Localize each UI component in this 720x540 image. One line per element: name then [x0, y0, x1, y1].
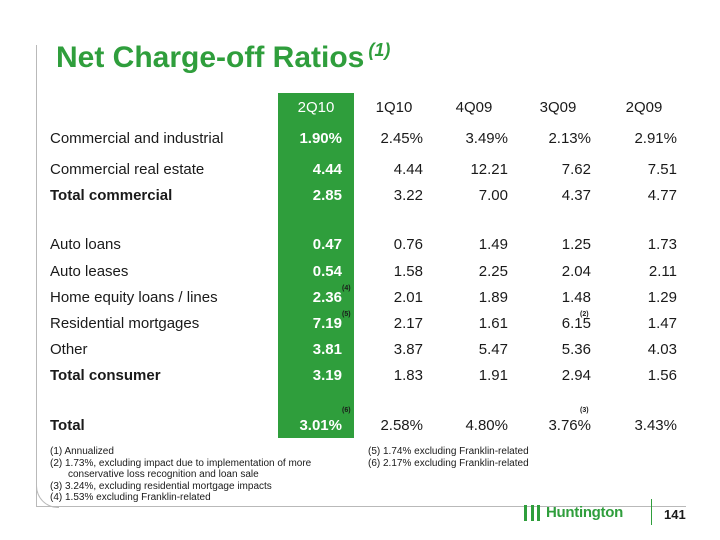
footnote: (4) 1.53% excluding Franklin-related [50, 492, 211, 503]
footnote: conservative loss recognition and loan s… [68, 469, 259, 480]
table-cell: 2.36 [312, 289, 342, 306]
row-label: Auto leases [50, 263, 129, 280]
table-cell: 7.00 [478, 187, 508, 204]
table-cell: 3.01% [299, 417, 342, 434]
column-header: 2Q09 [625, 99, 663, 116]
table-cell: 4.37 [561, 187, 591, 204]
logo-divider [651, 499, 652, 525]
table-cell: 3.49% [465, 130, 508, 147]
column-header: 1Q10 [375, 99, 413, 116]
table-cell: 1.29 [647, 289, 677, 306]
table-cell: 1.49 [478, 236, 508, 253]
table-cell: 3.76% [548, 417, 591, 434]
table-cell: 1.58 [393, 263, 423, 280]
row-label: Other [50, 341, 88, 358]
row-label: Commercial and industrial [50, 130, 224, 147]
table-cell: 4.77 [647, 187, 677, 204]
table-cell: 0.54 [312, 263, 342, 280]
page-title-text: Net Charge-off Ratios [56, 41, 365, 74]
footnote-marker: (3) [580, 407, 589, 414]
table-cell: 1.61 [478, 315, 508, 332]
title-footnote-ref: (1) [368, 40, 391, 60]
table-cell: 2.13% [548, 130, 591, 147]
row-label: Home equity loans / lines [50, 289, 218, 306]
footnote-marker: (4) [342, 285, 351, 292]
footnote: (5) 1.74% excluding Franklin-related [368, 446, 529, 457]
footnote: (3) 3.24%, excluding residential mortgag… [50, 480, 272, 492]
column-header: 4Q09 [455, 99, 493, 116]
highlight-column [278, 93, 354, 438]
table-cell: 1.91 [478, 367, 508, 384]
table-cell: 2.45% [380, 130, 423, 147]
row-label: Total [50, 417, 85, 434]
table-cell: 2.01 [393, 289, 423, 306]
table-cell: 7.19 [312, 315, 342, 332]
table-cell: 1.89 [478, 289, 508, 306]
footnote-marker: (5) [342, 311, 351, 318]
column-header: 3Q09 [539, 99, 577, 116]
table-cell: 4.44 [312, 161, 342, 178]
row-label: Residential mortgages [50, 315, 200, 332]
column-header: 2Q10 [297, 99, 335, 116]
footnotes-right: (5) 1.74% excluding Franklin-related (6)… [368, 446, 529, 469]
table-cell: 1.83 [393, 367, 423, 384]
table-cell: 2.25 [478, 263, 508, 280]
row-label: Total consumer [50, 367, 161, 384]
row-label: Total commercial [50, 187, 173, 204]
frame-line [36, 45, 37, 507]
table-cell: 1.47 [647, 315, 677, 332]
table-cell: 1.90% [299, 130, 342, 147]
brand-name: Huntington [546, 504, 623, 521]
row-label: Auto loans [50, 236, 121, 253]
table-cell: 3.43% [634, 417, 677, 434]
table-cell: 12.21 [470, 161, 508, 178]
table-cell: 2.91% [634, 130, 677, 147]
footnote: (2) 1.73%, excluding impact due to imple… [50, 457, 312, 469]
table-cell: 6.15 [561, 315, 591, 332]
table-cell: 4.03 [647, 341, 677, 358]
table-cell: 0.76 [393, 236, 423, 253]
table-cell: 7.51 [647, 161, 677, 178]
table-cell: 2.85 [312, 187, 342, 204]
table-cell: 2.94 [561, 367, 591, 384]
table-cell: 2.17 [393, 315, 423, 332]
footnote: (1) Annualized [50, 446, 114, 457]
frame-line [36, 506, 686, 507]
huntington-logo-icon [524, 504, 540, 521]
table-cell: 5.36 [561, 341, 591, 358]
table-cell: 2.58% [380, 417, 423, 434]
table-cell: 7.62 [561, 161, 591, 178]
footnote-marker: (6) [342, 407, 351, 414]
page-number: 141 [664, 507, 686, 522]
table-cell: 1.48 [561, 289, 591, 306]
table-cell: 1.25 [561, 236, 591, 253]
table-cell: 4.44 [393, 161, 423, 178]
table-cell: 1.56 [647, 367, 677, 384]
page-title: Net Charge-off Ratios (1) [56, 40, 390, 75]
footnote: (6) 2.17% excluding Franklin-related [368, 457, 529, 469]
table-cell: 2.11 [648, 263, 677, 280]
table-cell: 5.47 [478, 341, 508, 358]
table-cell: 3.81 [312, 341, 342, 358]
table-cell: 3.87 [393, 341, 423, 358]
table-cell: 4.80% [465, 417, 508, 434]
row-label: Commercial real estate [50, 161, 205, 178]
table-cell: 0.47 [312, 236, 342, 253]
table-cell: 2.04 [561, 263, 591, 280]
huntington-logo: Huntington [524, 504, 623, 521]
table-cell: 3.22 [393, 187, 423, 204]
footnote-marker: (2) [580, 311, 589, 318]
table-cell: 1.73 [647, 236, 677, 253]
footnotes-left: (1) Annualized (2) 1.73%, excluding impa… [50, 446, 311, 504]
table-cell: 3.19 [312, 367, 342, 384]
